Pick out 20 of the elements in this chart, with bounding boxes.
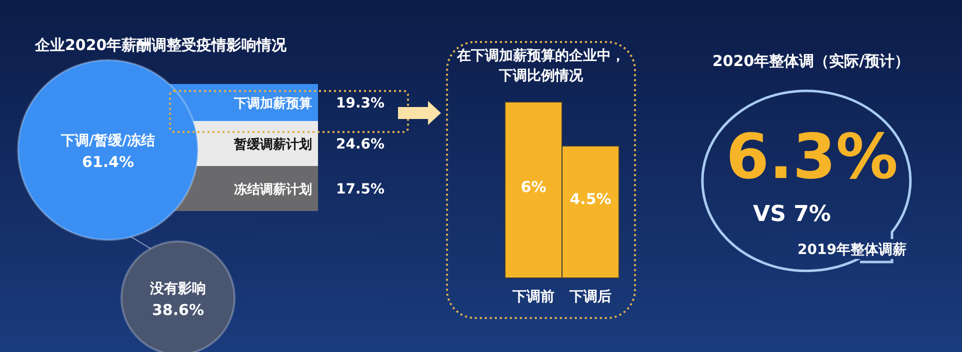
text: 2019年整体调薪 [798, 242, 906, 258]
data-label: 61.4% [82, 153, 134, 171]
text: 6.3% [726, 120, 898, 193]
text: VS 7% [753, 202, 831, 227]
data-label: 38.6% [152, 301, 204, 319]
text: 企业2020年薪酬调整受疫情影响情况 [34, 36, 288, 54]
category-label: 没有影响 [149, 281, 206, 297]
data-label: 4.5% [570, 190, 612, 208]
text: 24.6% [336, 136, 385, 152]
category-label: 下调加薪预算 [233, 96, 312, 112]
data-label: 6% [520, 178, 546, 196]
text: 17.5% [336, 182, 385, 198]
x-tick-label: 下调后 [568, 288, 612, 305]
category-label: 冻结调薪计划 [234, 182, 312, 198]
x-tick-label: 下调前 [512, 289, 554, 305]
category-label: 暂缓调薪计划 [233, 136, 312, 152]
chart-title: 在下调加薪预算的企业中，下调比例情况 [456, 47, 626, 86]
text: 2020年整体调（实际/预计） [712, 52, 910, 70]
category-label: 下调/暂缓/冻结 [60, 132, 156, 149]
text: 19.3% [336, 96, 385, 112]
